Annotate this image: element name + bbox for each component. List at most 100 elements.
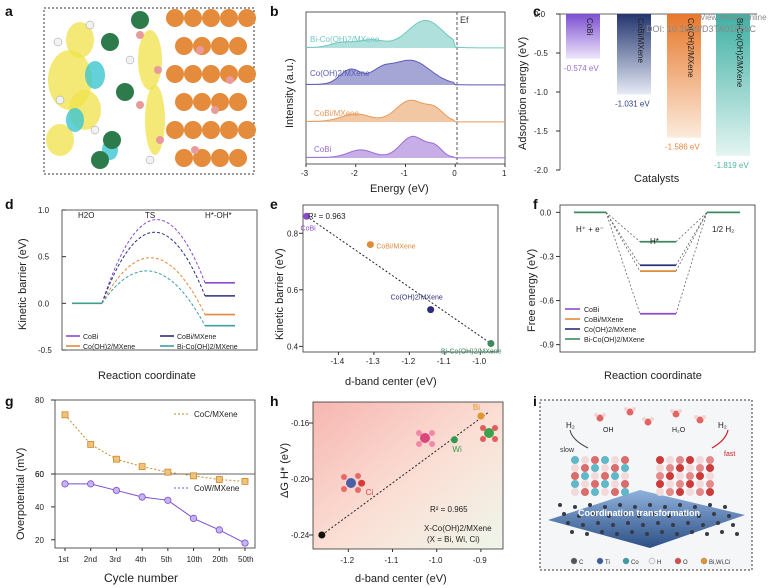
right-stack-atom: [706, 456, 714, 464]
d-stage-h2o: H2O: [78, 211, 94, 220]
ti-atom: [229, 37, 247, 55]
g-point-square: [215, 476, 223, 483]
base-lattice-atom: [720, 530, 724, 534]
g-point-circle: [241, 539, 249, 547]
ti-atom: [211, 149, 229, 167]
left-stack-atom: [611, 456, 619, 464]
mxene-base: [548, 490, 745, 548]
o-atom: [191, 146, 199, 154]
watermark-line2: DOI: 10.1039/D3TA01856C: [646, 24, 756, 34]
f-ytick-label: -0.3: [540, 252, 554, 261]
base-lattice-atom: [712, 512, 716, 516]
water-hydrogen: [602, 413, 606, 417]
f-legend-label: Bi-Co(OH)2/MXene: [584, 337, 645, 344]
water-hydrogen: [642, 417, 646, 421]
panel-b-pdos: Ef Bi-Co(OH)2/MXene Co(OH)2/MXene CoBi/MXe…: [284, 11, 507, 195]
g-xtick-label: 4th: [135, 555, 146, 564]
o-atom: [226, 76, 234, 84]
i-legend-label: O: [683, 560, 688, 566]
g-xtick-label: 20th: [212, 555, 228, 564]
base-lattice-atom: [645, 532, 649, 536]
g-legend-label: CoC/MXene: [194, 410, 238, 419]
f-xlabel: Reaction coordinate: [604, 370, 702, 382]
e-point-label: CoBi/MXene: [376, 244, 415, 251]
b-series-label: CoBi: [314, 145, 332, 154]
left-stack-atom: [621, 488, 629, 496]
left-stack-atom: [571, 472, 579, 480]
base-lattice-atom: [581, 523, 585, 527]
panel-label-c: c: [533, 3, 541, 19]
b-series-area: [306, 20, 505, 48]
g-legend-label: CoW/MXene: [194, 484, 240, 493]
c-bar-category-label: CoBi: [585, 18, 594, 36]
f-ytick-label: 0.0: [540, 208, 552, 217]
panel-d-kinetic: CoBi CoBi/MXene Co(OH)2/MXene Bi-Co(OH)2/MX…: [17, 206, 258, 382]
panel-g-cycling: 1st 2nd 3rd 4th 5th 10th 20th 50th 80 60 CoC/MXene…: [15, 396, 256, 585]
right-stack-atom: [676, 472, 684, 480]
e-xtick-label: -1.1: [437, 357, 451, 366]
g-series-line: [64, 414, 246, 482]
water-hydrogen: [624, 407, 628, 411]
panel-a-structure: [43, 7, 256, 175]
right-stack-atom: [676, 456, 684, 464]
d-legend-label: CoBi: [83, 334, 99, 341]
b-series-area: [306, 100, 505, 122]
e-ytick-label: 0.4: [287, 342, 299, 351]
d-barrier-curve: [101, 257, 206, 315]
o-atom: [196, 46, 204, 54]
water-hydrogen: [670, 409, 674, 413]
ti-atom: [202, 121, 220, 139]
co-atom: [116, 83, 134, 101]
d-ytick-label: 0.5: [38, 253, 50, 262]
i-label-h2o: H₂O: [672, 427, 686, 434]
ti-atom: [211, 37, 229, 55]
e-point-label: Bi-Co(OH)2/MXene: [441, 349, 502, 356]
b-series-line: [306, 135, 505, 159]
base-lattice-atom: [622, 512, 626, 516]
right-stack-atom: [656, 480, 664, 488]
b-xtick-label: -2: [351, 169, 359, 178]
ti-atom: [184, 65, 202, 83]
base-lattice-atom: [648, 503, 652, 507]
f-ylabel: Free energy (eV): [526, 249, 538, 332]
f-legend-label: CoBi: [584, 307, 600, 314]
fast-arrow: [711, 429, 729, 449]
base-lattice-atom: [731, 523, 735, 527]
e-point: [427, 306, 435, 314]
base-lattice-atom: [596, 521, 600, 525]
base-lattice-atom: [690, 530, 694, 534]
g-xtick-label: 5th: [161, 555, 172, 564]
i-label-h2-right: H₂: [718, 421, 727, 430]
left-stack-atom: [591, 456, 599, 464]
co-atom: [103, 131, 121, 149]
f-stage-mid: H*: [650, 237, 659, 246]
b-xtick-label: -1: [401, 169, 409, 178]
panel-label-b: b: [270, 3, 279, 19]
charge-depletion-lobe: [66, 108, 84, 132]
charge-density-lobe: [66, 22, 94, 58]
g-xtick-label: 1st: [58, 555, 69, 564]
ti-atom: [202, 9, 220, 27]
g-ytick-label: 20: [35, 536, 44, 545]
base-lattice-atom: [570, 530, 574, 534]
molecule-bi: [480, 425, 498, 442]
base-lattice-atom: [633, 505, 637, 509]
left-stack-atom: [591, 472, 599, 480]
h-ytick-label: -0.16: [291, 419, 310, 428]
h-point: [450, 436, 458, 444]
f-connector-in: [605, 212, 641, 272]
left-stack-atom: [581, 488, 589, 496]
co-atom: [131, 11, 149, 29]
left-stack-atom: [581, 480, 589, 488]
c-ylabel: Adsorption energy (eV): [517, 37, 529, 150]
h-xtick-label: -0.9: [473, 556, 487, 565]
left-stack-atom: [591, 480, 599, 488]
base-lattice-atom: [678, 503, 682, 507]
e-ytick-label: 0.6: [287, 286, 299, 295]
base-lattice-atom: [637, 514, 641, 518]
left-stack-atom: [601, 456, 609, 464]
d-stage-final: H*-OH*: [205, 211, 232, 220]
o-atom: [156, 136, 164, 144]
b-series-area: [306, 136, 505, 158]
h-xtick-label: -1.1: [385, 556, 399, 565]
